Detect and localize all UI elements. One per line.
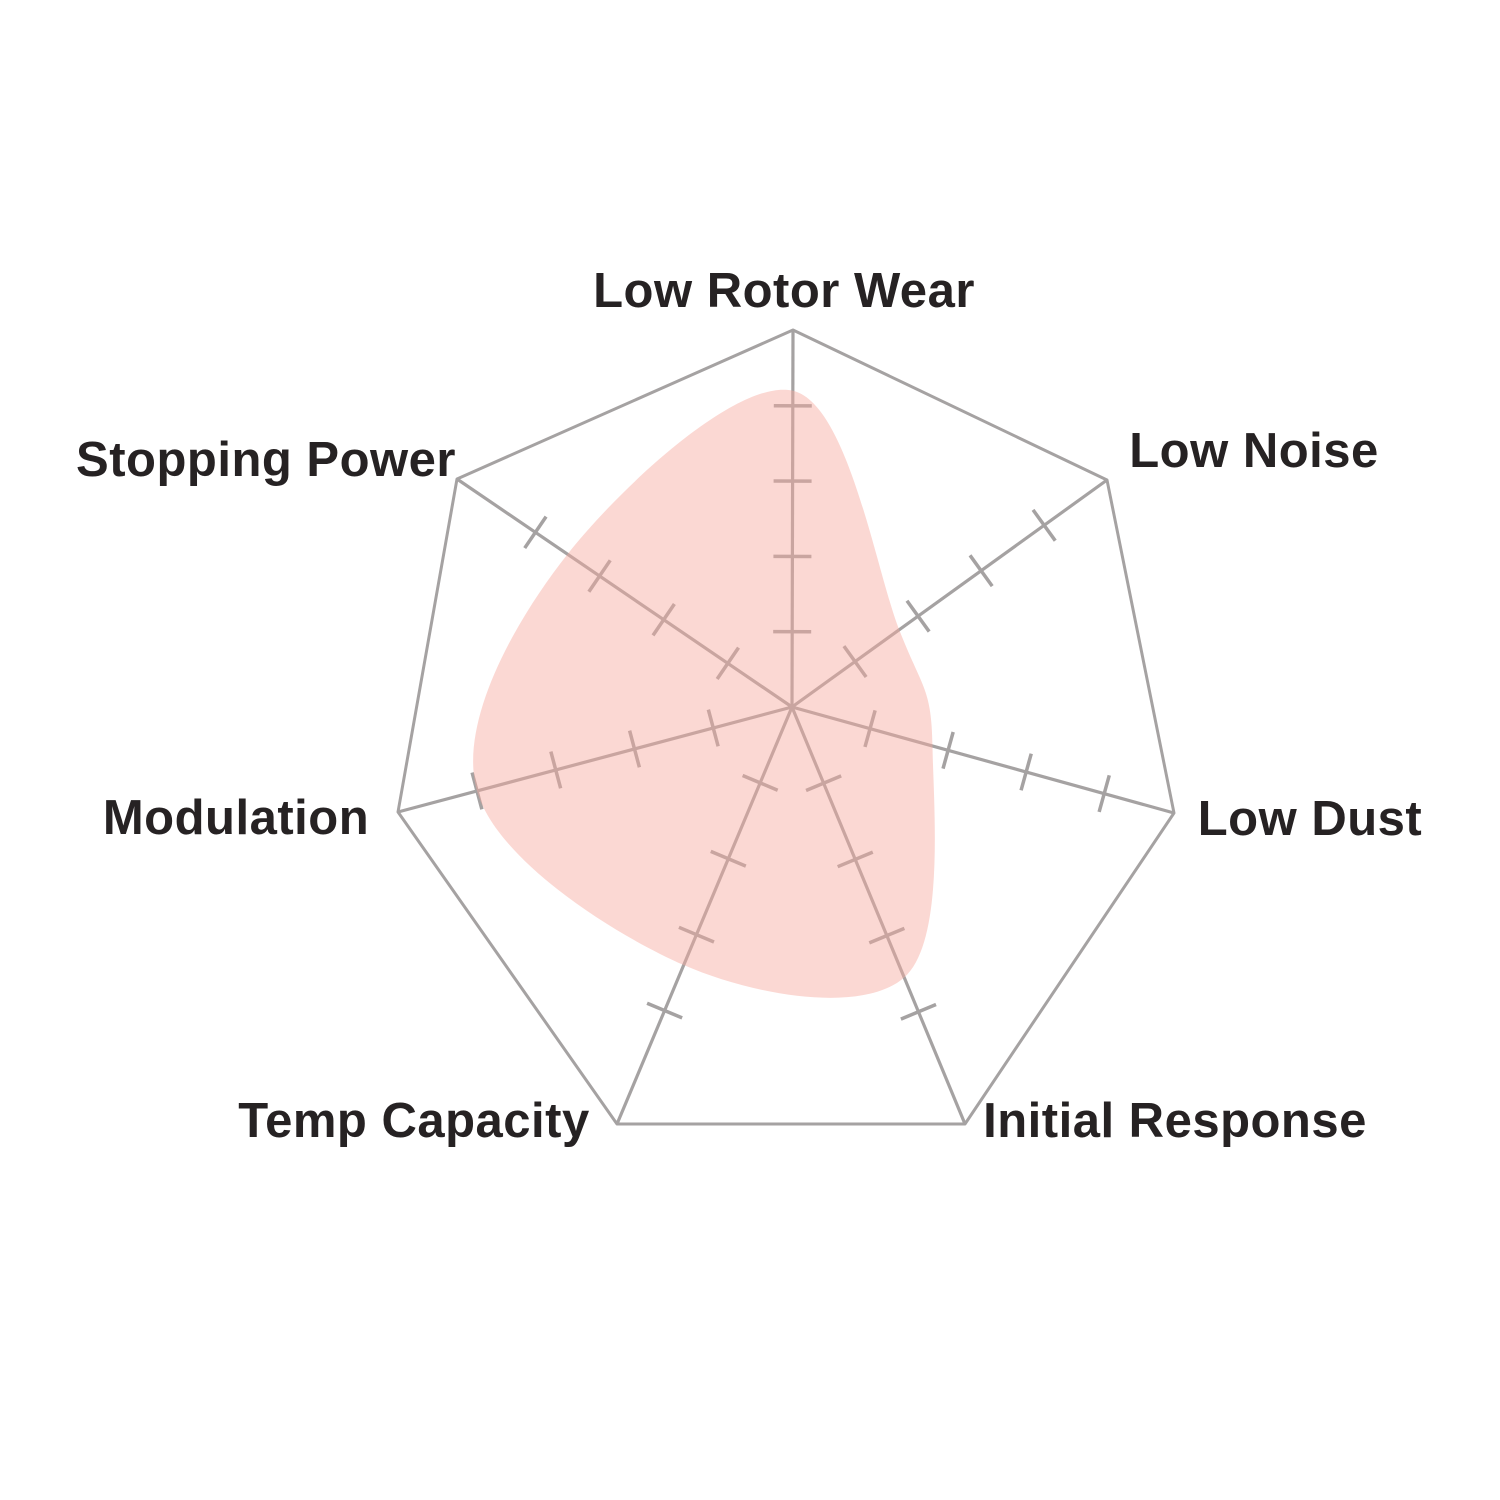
tick-mark	[523, 515, 548, 550]
tick-mark	[1097, 774, 1111, 813]
chart-spoke-0	[790, 329, 795, 708]
tick-mark	[941, 731, 955, 770]
tick-mark	[905, 599, 931, 633]
tick-mark	[741, 773, 779, 792]
tick-mark	[863, 709, 877, 748]
axis-label-initial-response: Initial Response	[983, 1094, 1367, 1148]
tick-mark	[842, 645, 868, 679]
tick-mark	[651, 602, 676, 637]
tick-mark	[837, 850, 874, 869]
tick-mark	[587, 559, 612, 593]
tick-mark	[900, 1002, 937, 1021]
chart-spoke-2	[791, 705, 1175, 815]
tick-mark	[1031, 508, 1057, 542]
tick-mark	[805, 774, 842, 793]
data-polygon	[473, 389, 935, 998]
tick-mark	[678, 925, 715, 944]
tick-mark	[1019, 753, 1033, 791]
chart-grid-outline	[396, 328, 1176, 1126]
chart-spoke-6	[456, 477, 793, 709]
tick-mark	[868, 926, 906, 945]
axis-label-low-dust: Low Dust	[1198, 792, 1422, 846]
axis-label-low-noise: Low Noise	[1129, 424, 1379, 478]
chart-spoke-4	[615, 706, 794, 1125]
tick-mark	[627, 730, 642, 768]
tick-mark	[549, 751, 563, 789]
tick-mark	[710, 849, 747, 868]
axis-label-temp-capacity: Temp Capacity	[238, 1094, 589, 1148]
tick-mark	[715, 646, 740, 681]
tick-mark	[968, 554, 994, 588]
chart-spoke-1	[791, 478, 1108, 709]
tick-mark	[706, 709, 720, 747]
axis-label-modulation: Modulation	[103, 791, 369, 845]
axis-label-low-rotor-wear: Low Rotor Wear	[593, 264, 975, 318]
chart-spoke-5	[397, 705, 793, 814]
tick-mark	[646, 1001, 683, 1020]
chart-spoke-3	[790, 706, 967, 1125]
axis-label-stopping-power: Stopping Power	[76, 433, 456, 487]
tick-mark	[470, 772, 484, 810]
